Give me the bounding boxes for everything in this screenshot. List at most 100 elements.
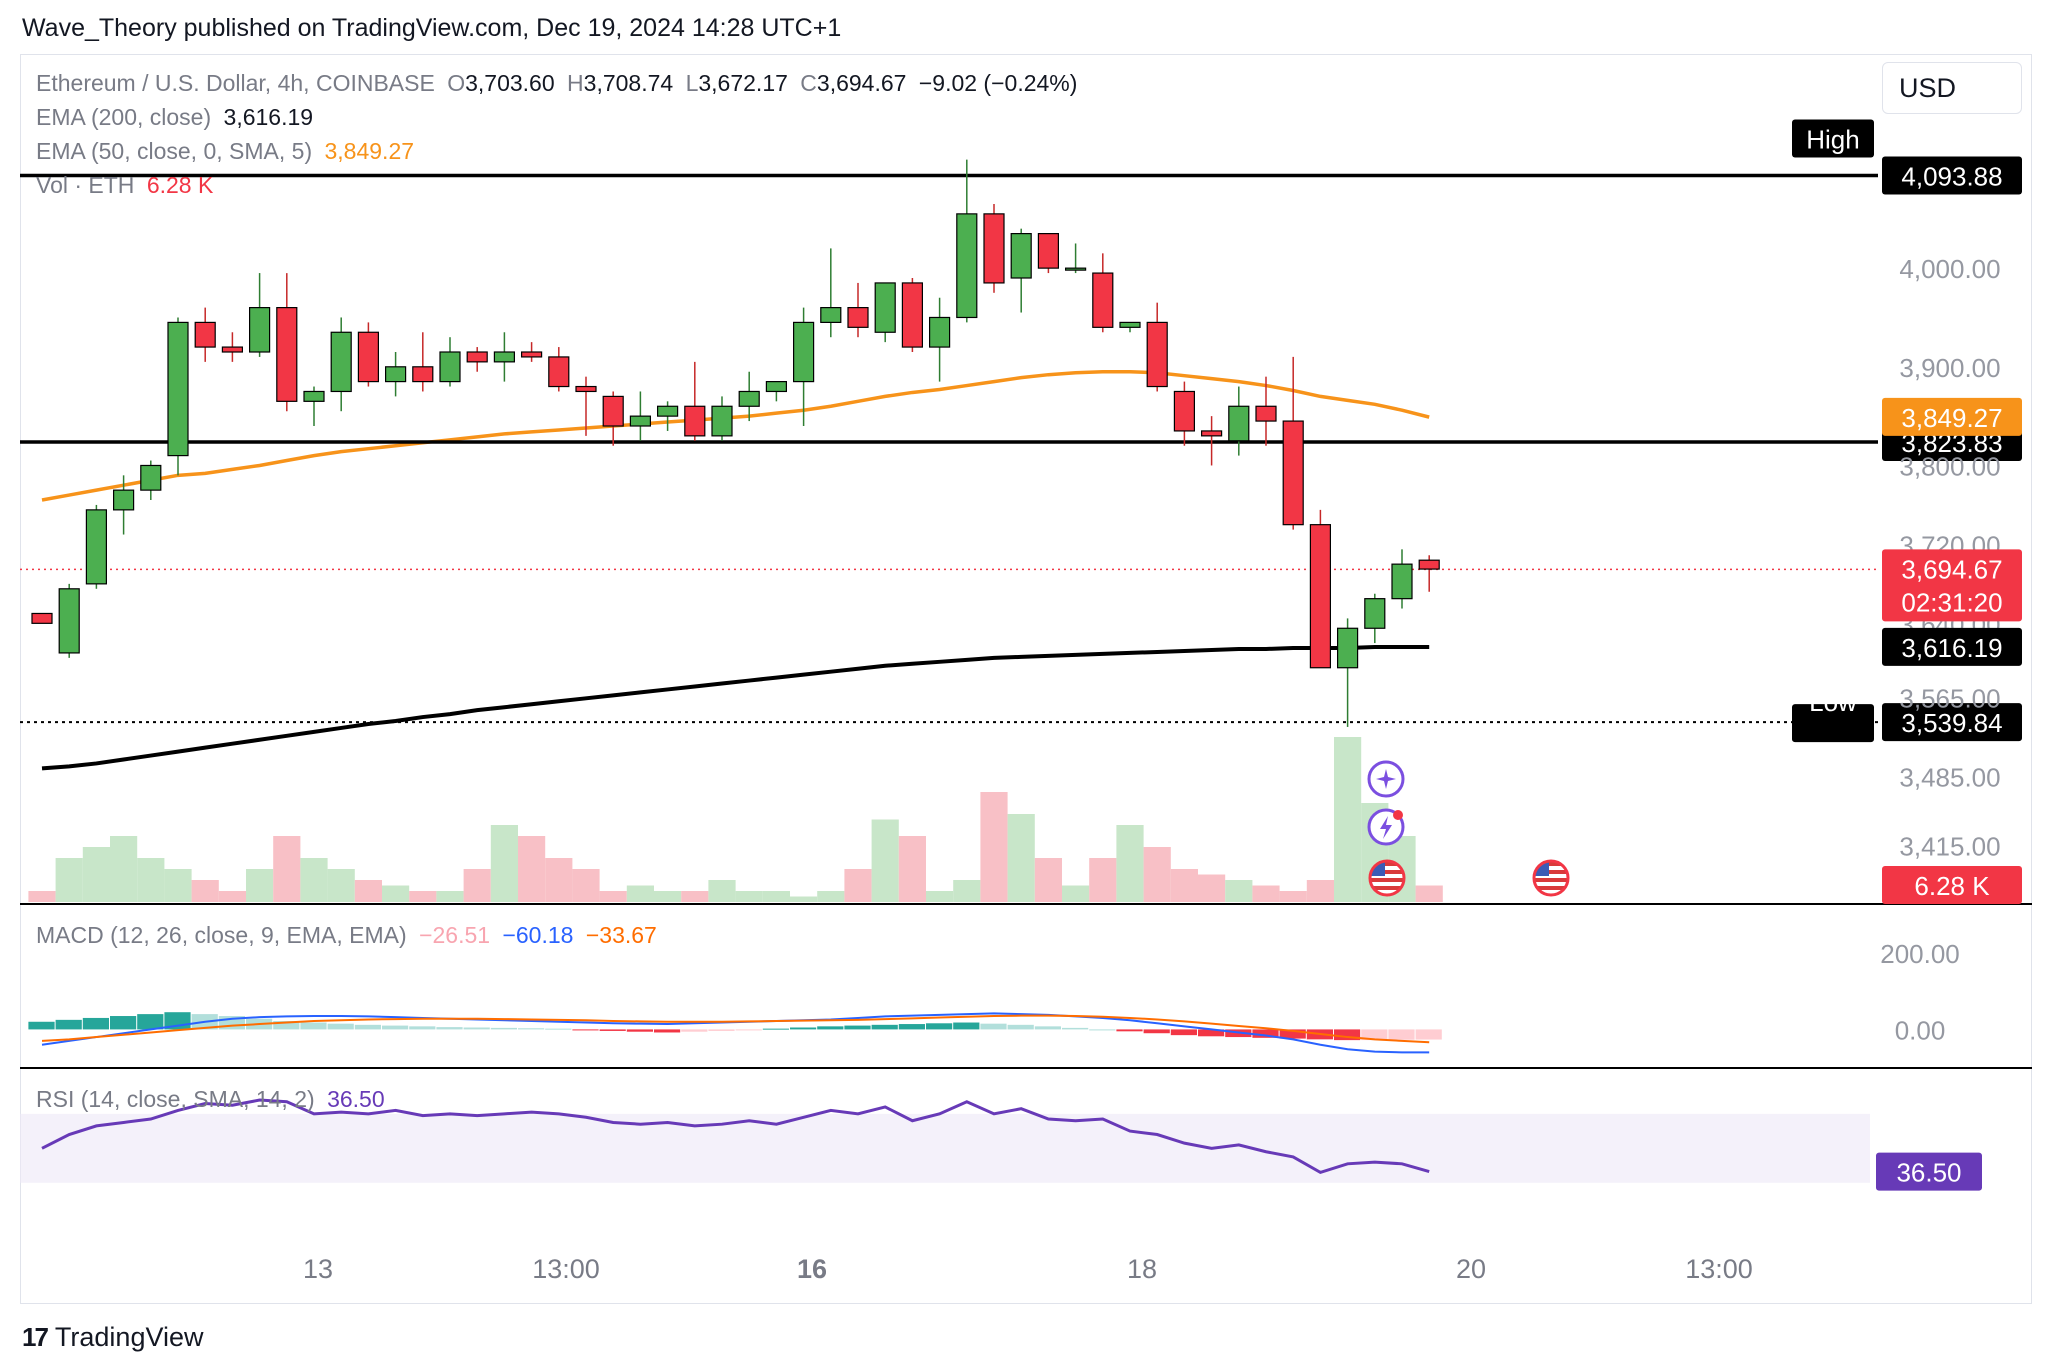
- macd-hist-bar: [327, 1023, 354, 1030]
- macd-hist-bar: [354, 1024, 381, 1030]
- price-tick: 3,900.00: [1899, 353, 2000, 383]
- macd-hist-bar: [545, 1028, 572, 1030]
- macd-hist-bar: [953, 1022, 980, 1030]
- price-tick: 3,800.00: [1899, 451, 2000, 481]
- macd-legend[interactable]: MACD (12, 26, close, 9, EMA, EMA) −26.51…: [36, 922, 663, 949]
- macd-hist-bar: [1143, 1029, 1170, 1034]
- idea-icon[interactable]: [1367, 760, 1405, 798]
- volume-bar: [1252, 885, 1280, 902]
- price-tick: 3,485.00: [1899, 762, 2000, 792]
- volume-bar: [1198, 874, 1226, 902]
- ema200-layer: [41, 645, 1430, 771]
- currency-button[interactable]: USD: [1882, 62, 2022, 114]
- macd-hist-bar: [490, 1027, 517, 1030]
- volume-bar: [28, 891, 56, 902]
- volume-bar: [246, 869, 274, 902]
- macd-hist-bar: [926, 1023, 953, 1030]
- volume-bar: [354, 880, 382, 902]
- macd-hist-bar: [55, 1019, 82, 1030]
- chart-frame[interactable]: [20, 54, 2032, 1304]
- candle-body: [928, 316, 951, 348]
- level-price-label: 3,539.84: [1901, 708, 2002, 738]
- macd-hist-bar: [382, 1025, 409, 1030]
- volume-bar: [110, 836, 138, 902]
- volume-bar: [844, 869, 872, 902]
- time-tick: 13: [303, 1254, 333, 1284]
- ema50-price-badge-bg: [1882, 397, 2022, 436]
- candle-body: [58, 588, 80, 654]
- flash-icon[interactable]: [1367, 808, 1405, 846]
- price-tick: 3,415.00: [1899, 831, 2000, 861]
- macd-hist-bar: [762, 1028, 789, 1030]
- volume-bar: [681, 891, 709, 902]
- volume-legend[interactable]: Vol · ETH 6.28 K: [36, 172, 219, 199]
- macd-hist-bar: [1279, 1029, 1306, 1039]
- price-tick: 4,000.00: [1899, 254, 2000, 284]
- symbol-name: Ethereum / U.S. Dollar, 4h, COINBASE: [36, 70, 435, 96]
- time-tick: 18: [1127, 1254, 1157, 1284]
- macd-hist-bar: [1198, 1029, 1225, 1037]
- macd-hist-bar: [1361, 1029, 1388, 1041]
- volume-bar: [817, 891, 845, 902]
- time-tick: 13:00: [532, 1254, 600, 1284]
- level-price-bg: [1882, 703, 2022, 742]
- last-price-badge: 3,694.67: [1901, 554, 2002, 584]
- macd-hist-value: −26.51: [419, 922, 491, 948]
- candle-body: [1391, 563, 1413, 600]
- candle-body: [1418, 559, 1440, 570]
- candle-body: [1336, 627, 1359, 669]
- ema50-legend[interactable]: EMA (50, close, 0, SMA, 5) 3,849.27: [36, 138, 420, 165]
- candle-body: [983, 213, 1005, 284]
- close-label: C: [800, 70, 817, 96]
- open-label: O: [447, 70, 466, 96]
- candle-body: [1092, 272, 1114, 328]
- candle-body: [602, 395, 624, 427]
- level-tag-label: Low: [1809, 687, 1857, 717]
- volume-bar: [953, 880, 981, 902]
- candle-body: [956, 213, 978, 319]
- ema200-legend[interactable]: EMA (200, close) 3,616.19: [36, 104, 319, 131]
- time-axis: 13 13:00 16 18 20 13:00: [303, 1254, 1753, 1284]
- candle-body: [548, 356, 570, 388]
- rsi-band: [20, 1113, 1870, 1183]
- macd-hist-bar: [137, 1014, 164, 1030]
- us-flag-icon[interactable]: [1531, 858, 1570, 897]
- volume-bar: [463, 869, 491, 902]
- candle-body: [167, 321, 189, 457]
- candle-body: [276, 307, 298, 402]
- last-price-badge: 02:31:20: [1901, 587, 2002, 617]
- volume-bar: [55, 858, 83, 902]
- ema50-label: EMA (50, close, 0, SMA, 5): [36, 138, 313, 164]
- candle-body: [1119, 321, 1141, 328]
- volume-bar: [790, 896, 818, 902]
- volume-bar: [1279, 891, 1307, 902]
- volume-bar: [1034, 858, 1062, 902]
- macd-hist-bar: [28, 1021, 55, 1030]
- volume-bar: [1225, 880, 1253, 902]
- us-flag-icon[interactable]: [1367, 858, 1406, 897]
- rsi-line: [41, 1098, 1430, 1175]
- candle-body: [85, 509, 108, 585]
- macd-line-value: −60.18: [502, 922, 574, 948]
- tradingview-brand[interactable]: 17 TradingView: [22, 1322, 204, 1353]
- ema50-value: 3,849.27: [324, 138, 415, 164]
- volume-bar: [926, 891, 954, 902]
- volume-bar: [273, 836, 301, 902]
- rsi-legend[interactable]: RSI (14, close, SMA, 14, 2) 36.50: [36, 1086, 391, 1113]
- candle-body: [466, 351, 488, 363]
- macd-signal-line: [41, 1014, 1430, 1044]
- volume-bar: [1334, 737, 1362, 902]
- volume-bar: [762, 891, 790, 902]
- candle-body: [385, 366, 407, 383]
- rsi-layer: 36.50: [20, 1098, 1982, 1191]
- candle-body: [493, 351, 515, 363]
- rsi-label: RSI (14, close, SMA, 14, 2): [36, 1086, 315, 1112]
- level-tag-bg: [1792, 119, 1874, 158]
- volume-bar: [1415, 885, 1443, 902]
- volume-bar: [327, 869, 355, 902]
- ema200-line: [41, 645, 1430, 771]
- macd-hist-bar: [1415, 1029, 1442, 1040]
- macd-label: MACD (12, 26, close, 9, EMA, EMA): [36, 922, 407, 948]
- macd-hist-bar: [1116, 1029, 1143, 1032]
